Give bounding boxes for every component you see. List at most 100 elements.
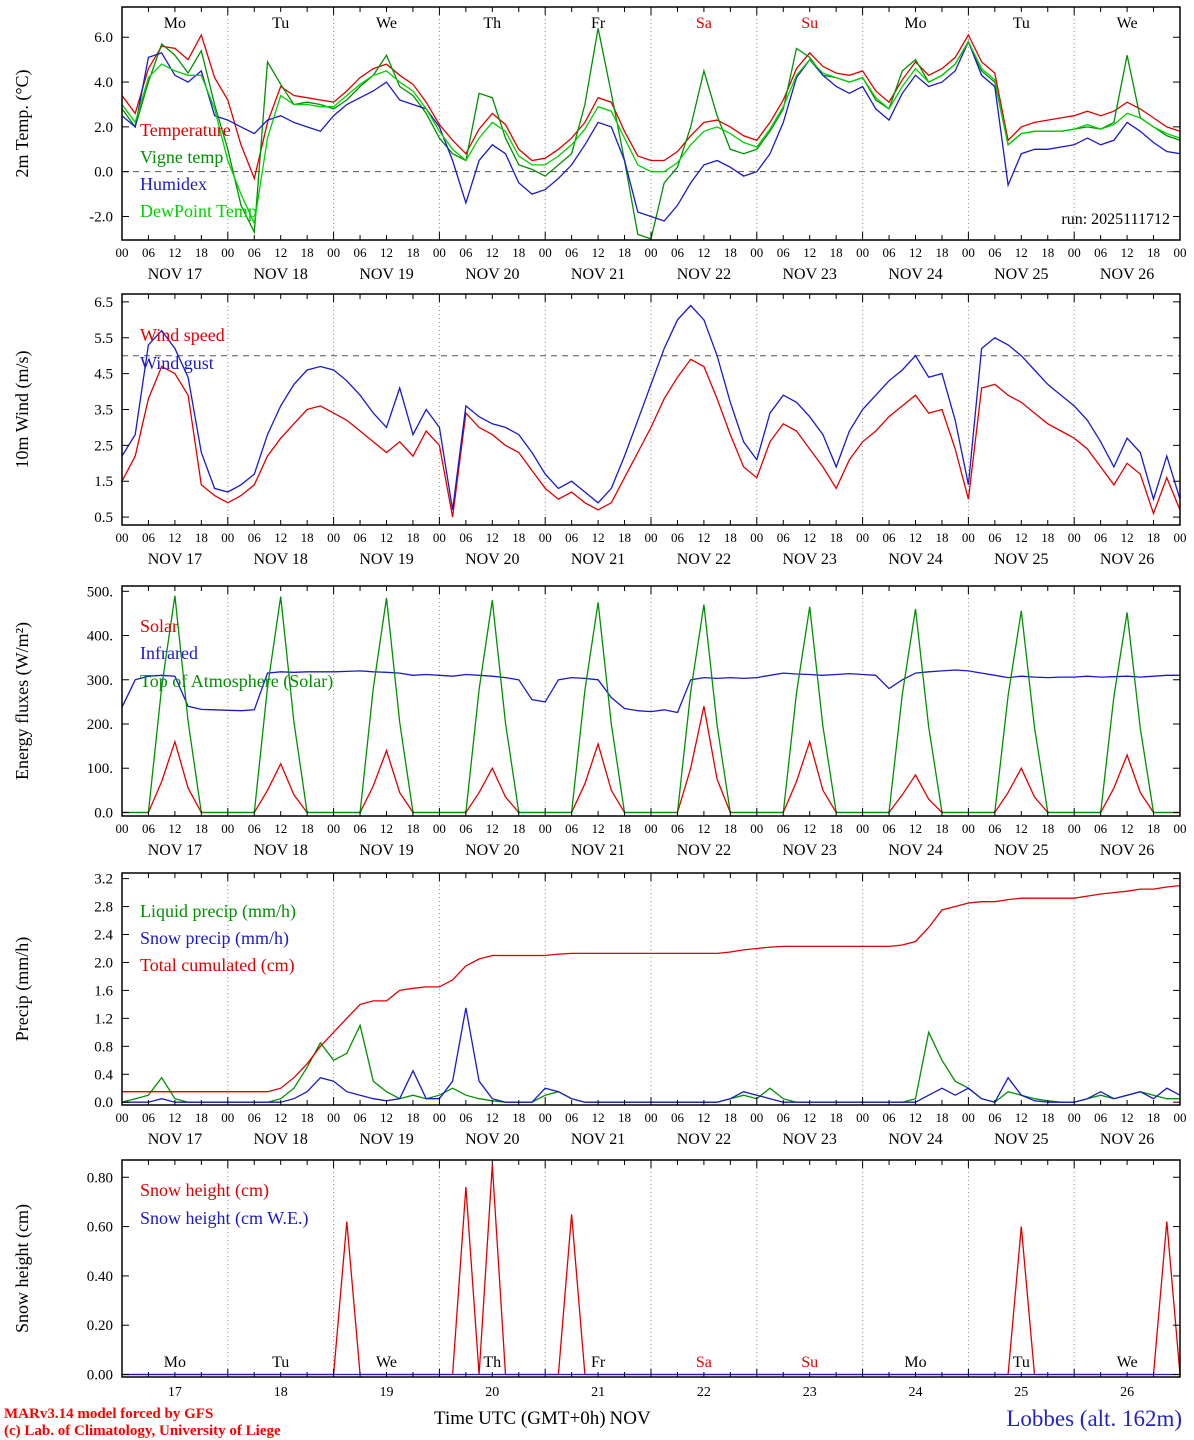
hour-tick-label: 00	[645, 821, 658, 836]
y-tick-label: 2.4	[94, 927, 113, 943]
hour-tick-label: 06	[248, 821, 262, 836]
hour-tick-label: 18	[1147, 245, 1160, 260]
hour-tick-label: 00	[539, 821, 552, 836]
temperature-panel-chart: -2.0 0.0 2.0 4.0 6.0 00 06 12 18 00 06 12 18 00 06 12 18…	[12, 6, 1187, 283]
hour-tick-label: 12	[274, 245, 287, 260]
y-tick-label: 3.2	[94, 872, 113, 888]
legend-solar: Solar	[140, 616, 178, 636]
day-label: NOV 17	[148, 842, 202, 859]
hour-tick-label: 18	[935, 245, 948, 260]
day-label: NOV 24	[888, 266, 942, 283]
day-label: NOV 19	[359, 266, 413, 283]
hour-tick-label: 06	[142, 530, 156, 545]
day-label: NOV 20	[465, 551, 519, 568]
series-dewpoint-temp-line	[121, 40, 1181, 226]
y-axis-title: Energy fluxes (W/m²)	[12, 622, 33, 780]
day-label: NOV 24	[888, 1131, 942, 1148]
weekday-label: Th	[483, 15, 501, 32]
day-label: NOV 18	[254, 842, 308, 859]
y-tick-label: 300.	[87, 673, 113, 689]
hour-tick-label: 06	[354, 530, 368, 545]
y-tick-label: 1.5	[94, 474, 113, 490]
hour-tick-label: 00	[750, 530, 763, 545]
hour-tick-label: 18	[830, 530, 843, 545]
y-tick-label: 0.60	[87, 1220, 113, 1236]
hour-tick-label: 00	[327, 245, 340, 260]
day-label: NOV 19	[359, 1131, 413, 1148]
day-label: NOV 17	[148, 1131, 202, 1148]
day-label: NOV 18	[254, 1131, 308, 1148]
hour-tick-label: 12	[1121, 530, 1134, 545]
hour-tick-label: 18	[406, 530, 419, 545]
hour-tick-label: 06	[142, 245, 156, 260]
day-label: NOV 19	[359, 842, 413, 859]
day-label: NOV 25	[994, 842, 1048, 859]
lab-credit-line: (c) Lab. of Climatology, University of L…	[4, 1422, 281, 1439]
hour-tick-label: 06	[459, 1110, 473, 1125]
hour-tick-label: 12	[1015, 1110, 1028, 1125]
hour-tick-label: 06	[248, 1110, 262, 1125]
hour-tick-label: 06	[565, 530, 579, 545]
y-tick-label: 400.	[87, 629, 113, 645]
hour-tick-label: 06	[777, 245, 791, 260]
hour-tick-label: 12	[592, 245, 605, 260]
hour-tick-label: 18	[830, 821, 843, 836]
y-tick-label: 100.	[87, 761, 113, 777]
hour-tick-label: 06	[1094, 1110, 1108, 1125]
hour-tick-label: 12	[909, 530, 922, 545]
y-tick-label: 0.0	[94, 805, 113, 821]
hour-tick-label: 18	[724, 1110, 737, 1125]
y-tick-label: 0.00	[87, 1368, 113, 1384]
y-tick-label: 200.	[87, 717, 113, 733]
hour-tick-label: 06	[142, 1110, 156, 1125]
hour-tick-label: 12	[380, 1110, 393, 1125]
hour-tick-label: 00	[327, 530, 340, 545]
day-label: NOV 18	[254, 266, 308, 283]
wind-panel-chart: 0.5 1.5 2.5 3.5 4.5 5.5 6.5 00 06 12 18 00 06 12 18 00 0…	[12, 293, 1187, 568]
model-credit-line: MARv3.14 model forced by GFS	[4, 1406, 214, 1422]
weekday-label: Mo	[164, 1354, 186, 1371]
day-label: NOV 20	[465, 842, 519, 859]
day-label: NOV 25	[994, 1131, 1048, 1148]
series-wind-speed-line	[121, 358, 1181, 518]
legend-snow-height-cm: Snow height (cm)	[140, 1180, 269, 1201]
hour-tick-label: 18	[195, 1110, 208, 1125]
day-label: NOV 25	[994, 551, 1048, 568]
hour-tick-label: 18	[301, 1110, 314, 1125]
day-label: NOV 26	[1100, 551, 1154, 568]
day-number-label: 17	[168, 1385, 182, 1400]
weekday-label: Mo	[904, 15, 926, 32]
legend-dewpoint-temp: DewPoint Temp	[140, 201, 257, 221]
weekday-label: Mo	[164, 15, 186, 32]
hour-tick-label: 18	[1147, 530, 1160, 545]
hour-tick-label: 18	[935, 530, 948, 545]
y-tick-label: -2.0	[89, 209, 113, 225]
hour-tick-label: 12	[592, 821, 605, 836]
hour-tick-label: 00	[539, 1110, 552, 1125]
hour-tick-label: 06	[988, 1110, 1002, 1125]
hour-tick-label: 18	[618, 821, 631, 836]
y-tick-label: 2.8	[94, 900, 113, 916]
model-credits: MARv3.14 model forced by GFS (c) Lab. of…	[4, 1406, 434, 1440]
series-wind-gust-line	[121, 304, 1181, 511]
snow-height-panel-chart: 0.00 0.20 0.40 0.60 0.80 17 18 19 20 21 22 23 24 25 26…	[12, 1159, 1181, 1400]
y-tick-label: 0.8	[94, 1039, 113, 1055]
day-label: NOV 26	[1100, 266, 1154, 283]
y-axis-title: Precip (mm/h)	[12, 937, 33, 1041]
legend-wind-speed: Wind speed	[140, 325, 225, 345]
hour-tick-label: 06	[459, 530, 473, 545]
precip-panel-chart: 0.0 0.4 0.8 1.2 1.6 2.0 2.4 2.8 3.2 00 06 12 18 00 06 1…	[12, 872, 1187, 1148]
weekday-label: Th	[483, 1354, 501, 1371]
hour-tick-label: 12	[486, 1110, 499, 1125]
station-label: Lobbes (alt. 162m)	[1006, 1406, 1182, 1431]
weekday-label: Su	[801, 1354, 818, 1371]
y-tick-label: 4.5	[94, 367, 113, 383]
day-label: NOV 20	[465, 266, 519, 283]
hour-tick-label: 06	[988, 821, 1002, 836]
hour-tick-label: 06	[1094, 530, 1108, 545]
y-tick-label: 0.20	[87, 1318, 113, 1334]
day-number-label: 19	[380, 1385, 394, 1400]
hour-tick-label: 00	[962, 530, 975, 545]
hour-tick-label: 12	[1015, 821, 1028, 836]
weekday-label: Mo	[904, 1354, 926, 1371]
